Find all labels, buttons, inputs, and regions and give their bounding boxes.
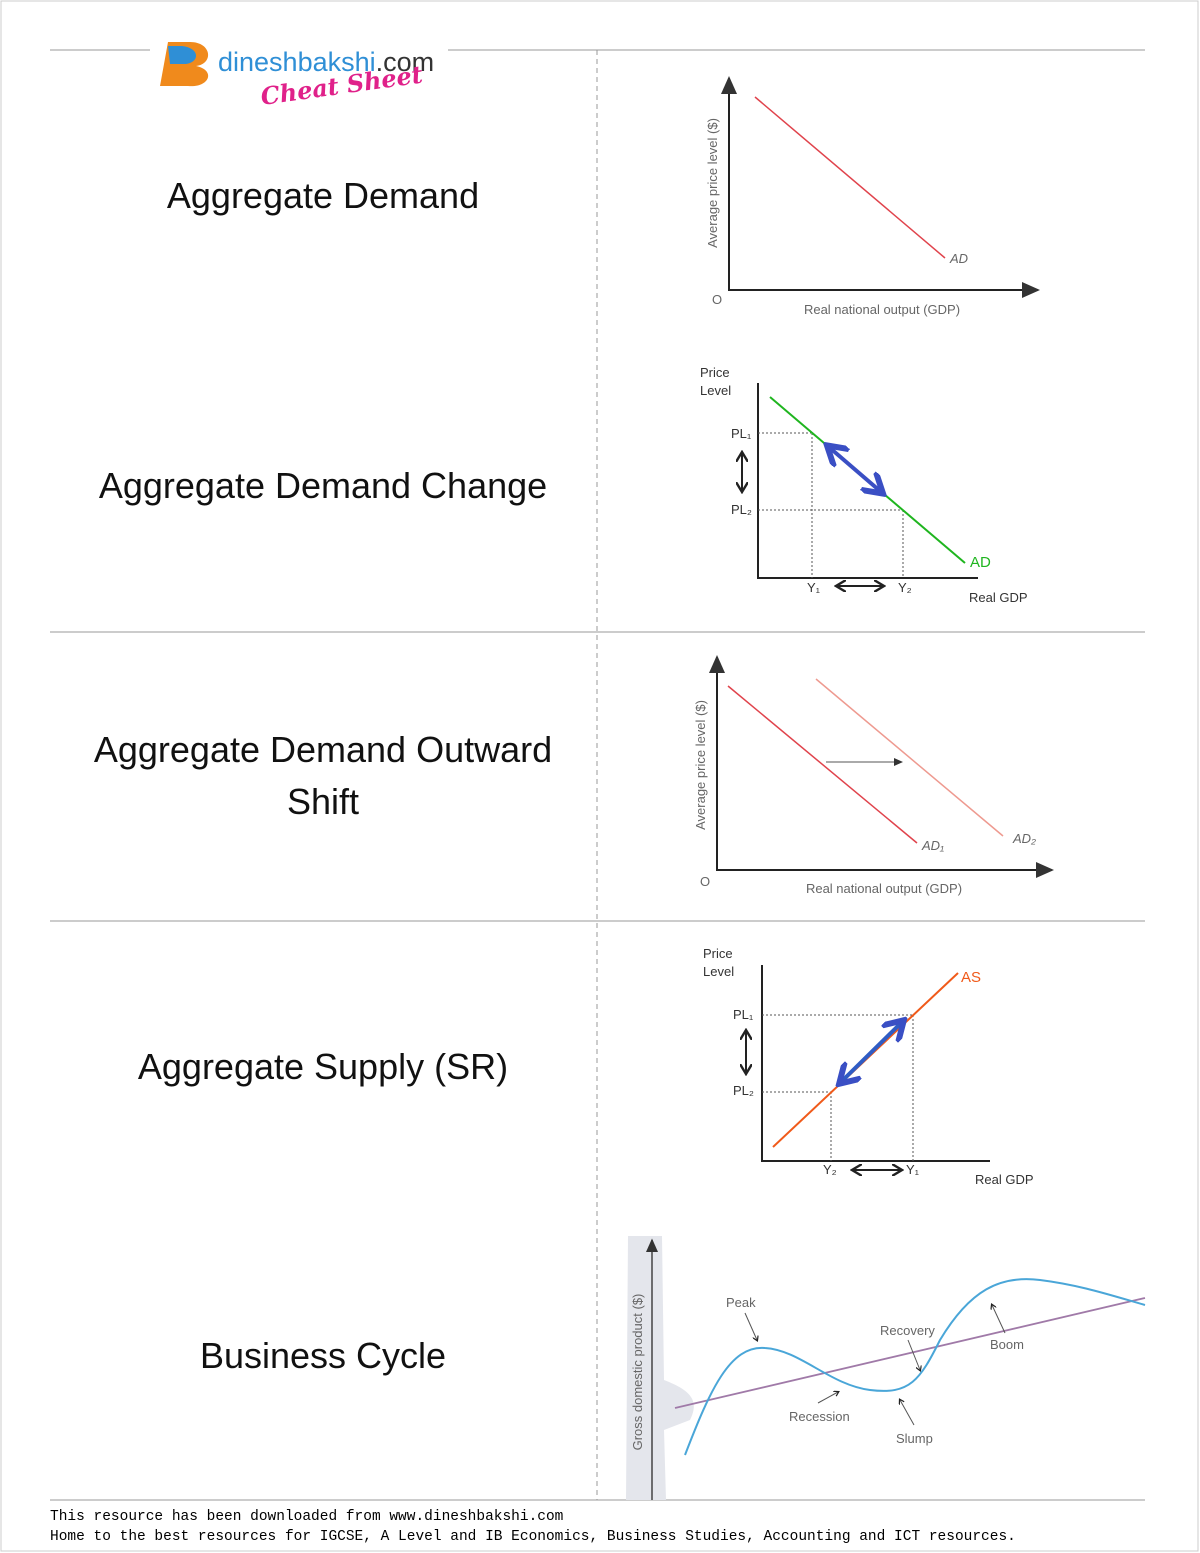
curve-label: AD₁ <box>921 838 944 853</box>
diagram: AD₁ AD₂ Average price level ($) Real nat… <box>693 655 1054 896</box>
term: Shift <box>287 781 359 822</box>
term: Aggregate Demand Change <box>99 465 547 506</box>
tick-label: PL₁ <box>731 426 752 441</box>
tick-label: Y₂ <box>823 1162 837 1177</box>
phase-label: Recession <box>789 1409 850 1424</box>
phase-label: Recovery <box>880 1323 935 1338</box>
brand: dineshbakshi.com <box>218 47 434 77</box>
diagram: Price Level PL₁ PL₂ Y₂ Y₁ AS Real GDP <box>703 946 1034 1187</box>
footer-text: This resource has been downloaded from w… <box>50 1509 563 1525</box>
tick-label: Y₁ <box>906 1162 920 1177</box>
term: Aggregate Supply (SR) <box>138 1046 508 1087</box>
brand-domain: .com <box>376 47 435 77</box>
phase-label: Peak <box>726 1295 756 1310</box>
tick-label: PL₂ <box>731 502 752 517</box>
phase-label: Boom <box>990 1337 1024 1352</box>
phase-label: Slump <box>896 1431 933 1446</box>
tick-label: Y₂ <box>898 580 912 595</box>
origin: O <box>712 292 722 307</box>
axis-label: Price <box>703 946 733 961</box>
axis-label: Real GDP <box>969 590 1028 605</box>
grid-lines <box>50 49 1145 1501</box>
term: Aggregate Demand <box>167 175 479 216</box>
brand-name: dineshbakshi <box>218 47 376 77</box>
axis-label: Level <box>703 964 734 979</box>
axis-label: Gross domestic product ($) <box>630 1294 645 1451</box>
logo: dineshbakshi.com Cheat Sheet <box>160 42 434 111</box>
tick-label: PL₁ <box>733 1007 754 1022</box>
tick-label: PL₂ <box>733 1083 754 1098</box>
term: Aggregate Demand Outward <box>94 729 552 770</box>
diagram: Price Level PL₁ PL₂ Y₁ Y₂ AD Real GDP <box>700 365 1028 605</box>
axis-label: Real national output (GDP) <box>804 302 960 317</box>
tick-label: Y₁ <box>807 580 821 595</box>
axis-label: Real GDP <box>975 1172 1034 1187</box>
axis-label: Real national output (GDP) <box>806 881 962 896</box>
curve-label: AD₂ <box>1012 831 1036 846</box>
diagram: Gross domestic product ($) Peak Recovery… <box>626 1236 1146 1500</box>
axis-label: Average price level ($) <box>693 700 708 830</box>
axis-label: Level <box>700 383 731 398</box>
curve-label: AS <box>961 969 981 986</box>
curve-label: AD <box>970 554 991 571</box>
origin: O <box>700 874 710 889</box>
axis-label: Price <box>700 365 730 380</box>
curve-label: AD <box>949 251 968 266</box>
diagram: AD Average price level ($) Real national… <box>705 76 1040 317</box>
footer-text: Home to the best resources for IGCSE, A … <box>50 1529 1016 1545</box>
term: Business Cycle <box>200 1335 446 1376</box>
axis-label: Average price level ($) <box>705 118 720 248</box>
